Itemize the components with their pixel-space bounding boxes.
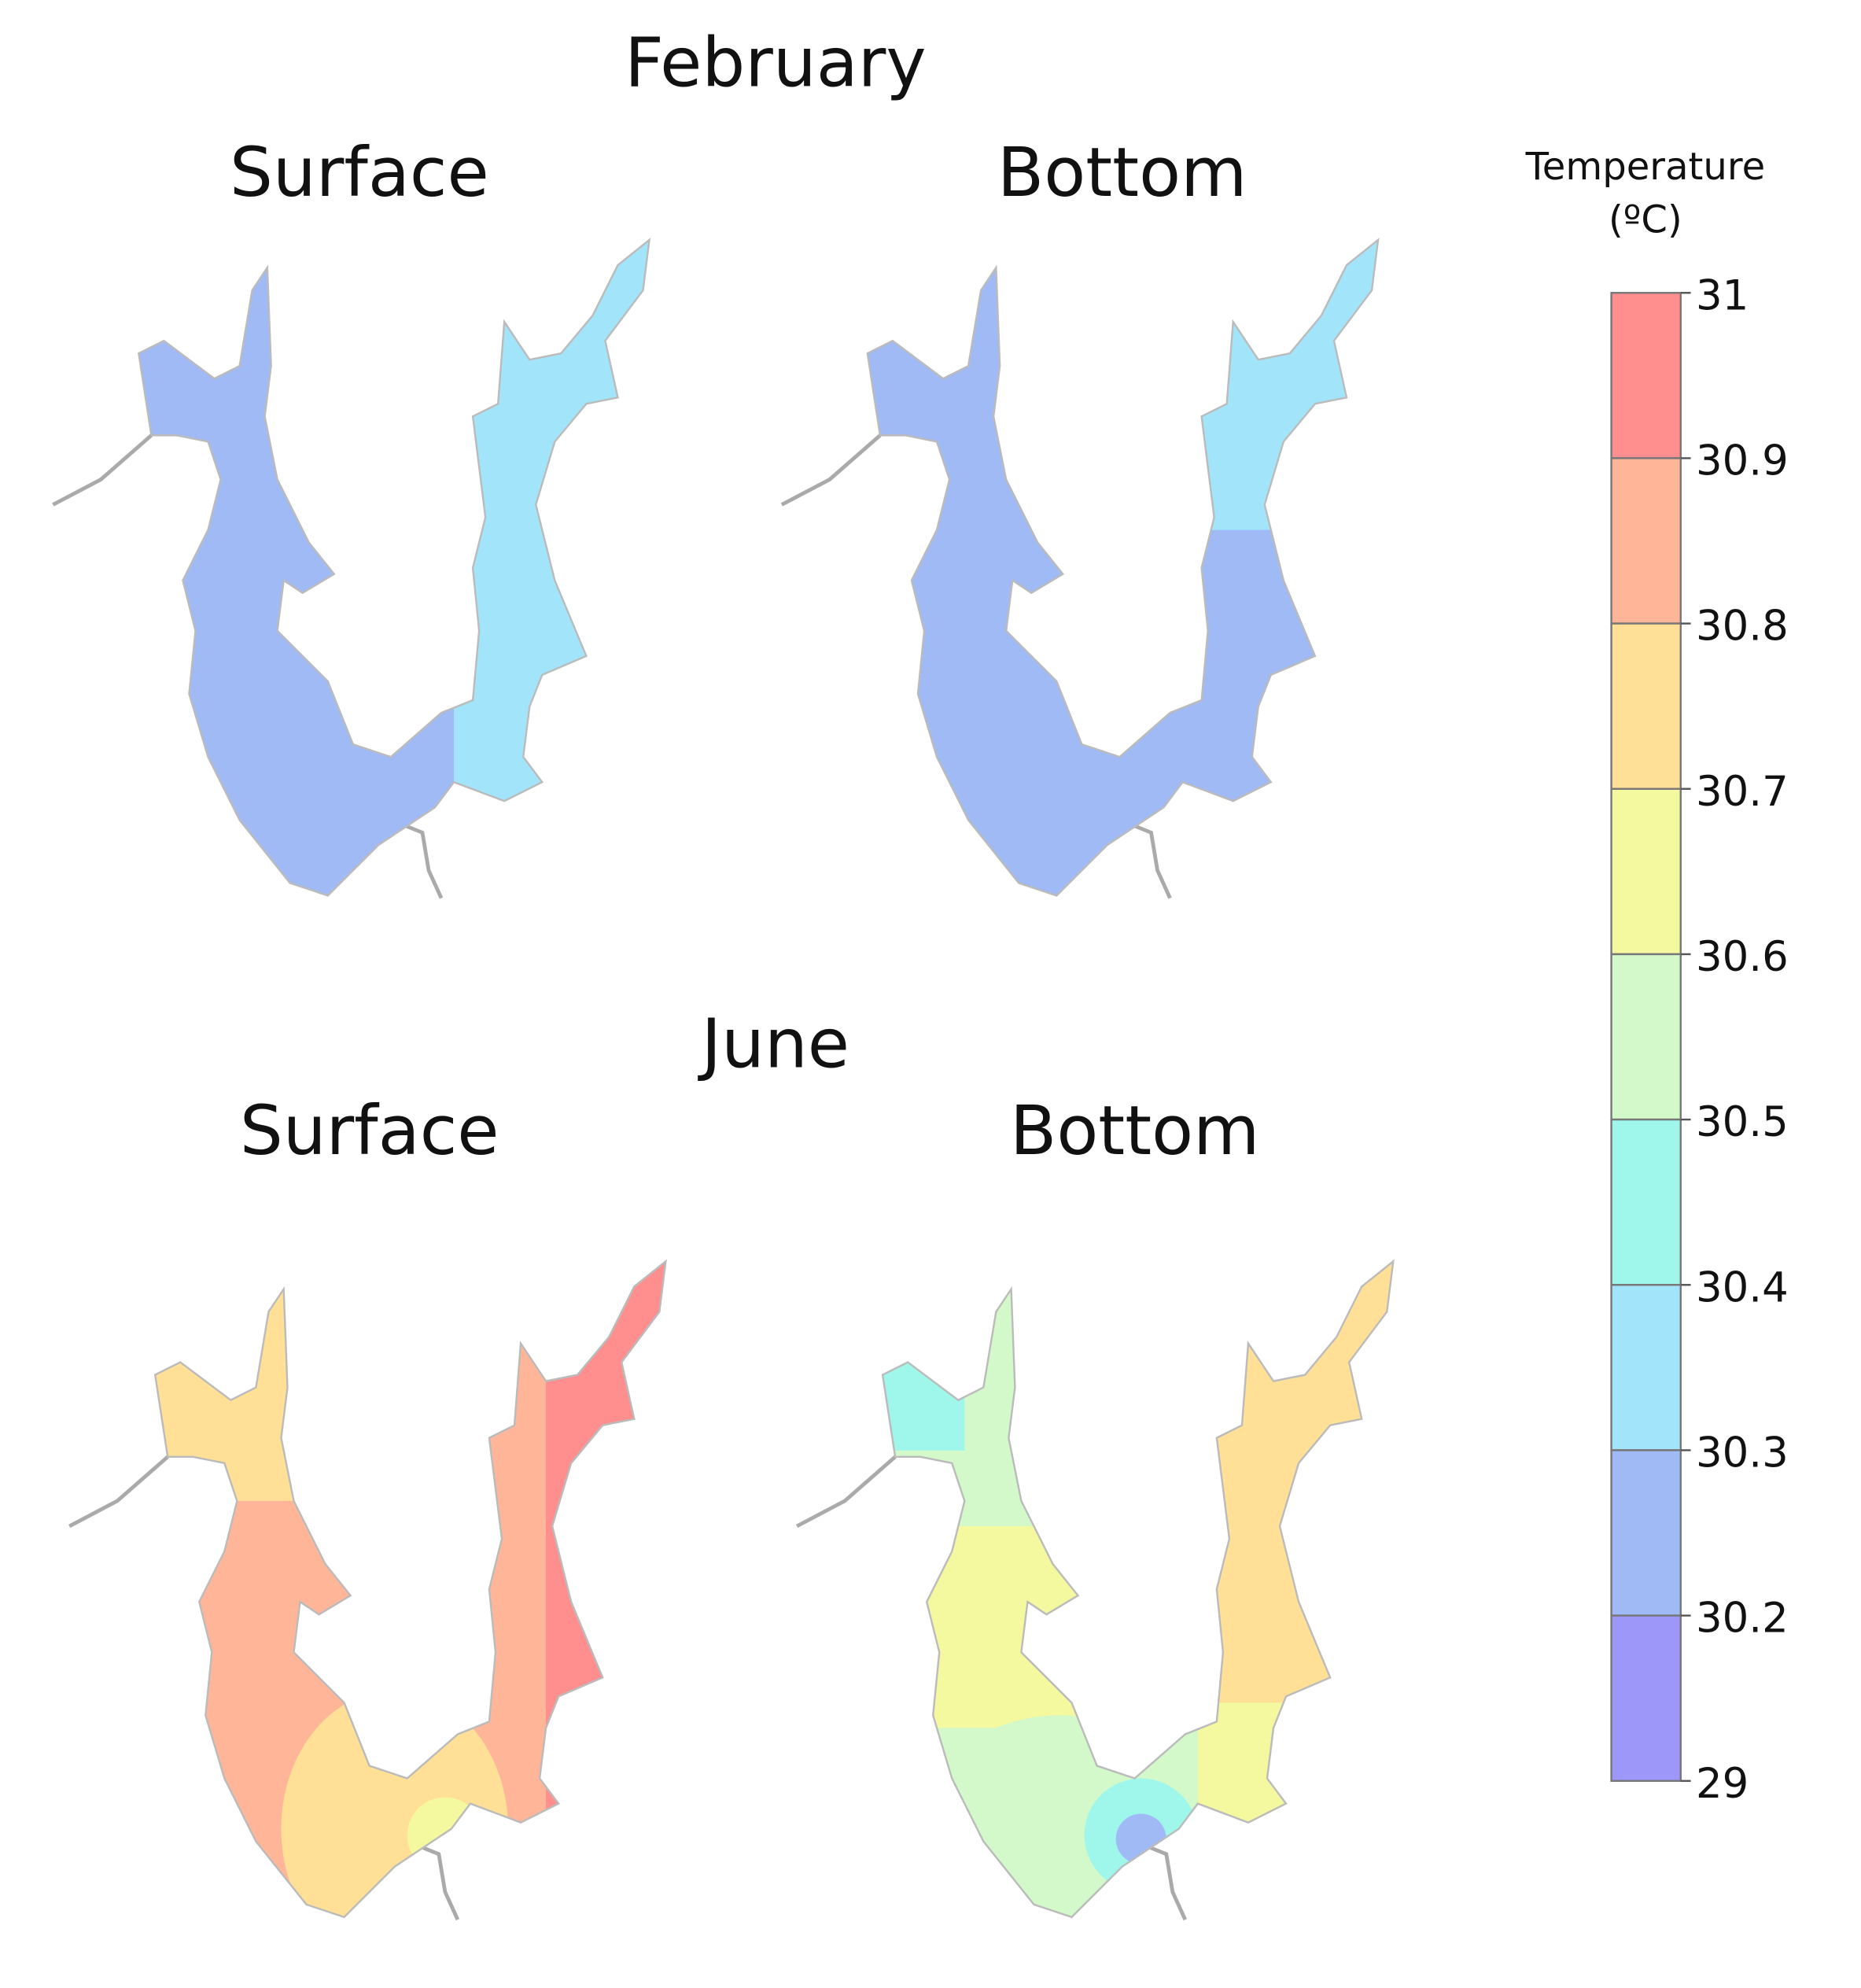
zone: [1197, 1690, 1394, 1917]
colorbar-bin: [1610, 292, 1682, 459]
colorbar-bin: [1610, 1449, 1682, 1617]
zone: [281, 1690, 509, 1917]
colorbar-label: 30.4: [1696, 1263, 1789, 1311]
panel-title: Bottom: [1010, 1092, 1259, 1171]
panel-title: Bottom: [997, 134, 1247, 212]
colorbar-label: 30.7: [1696, 768, 1789, 816]
legend-unit: (ºC): [1609, 197, 1682, 242]
month-title: February: [625, 24, 927, 102]
colorbar: 31 30.9 30.8 30.7 30.6 30.5 30.4 30.3 30.2 29: [1610, 271, 1789, 1808]
colorbar-label: 30.3: [1696, 1429, 1789, 1477]
zone: [407, 1797, 483, 1873]
zone: [546, 1261, 666, 1917]
month-title: June: [698, 1005, 849, 1083]
colorbar-bin: [1610, 457, 1682, 625]
colorbar-label: 30.8: [1696, 603, 1789, 651]
zone: [883, 1525, 1223, 1728]
legend-title: Temperature: [1525, 145, 1766, 189]
colorbar-bin: [1610, 622, 1682, 790]
panel-title: Surface: [230, 134, 489, 212]
colorbar-label: 30.6: [1696, 933, 1789, 981]
zone: [883, 1261, 965, 1451]
colorbar-label: 31: [1696, 271, 1749, 319]
colorbar-label: 30.2: [1696, 1595, 1789, 1643]
colorbar-label: 29: [1696, 1760, 1749, 1808]
colorbar-bin: [1610, 953, 1682, 1121]
panel-title: Surface: [240, 1092, 499, 1171]
colorbar-label: 30.9: [1696, 437, 1789, 485]
zone: [1115, 1813, 1166, 1864]
river: [780, 433, 882, 507]
river: [52, 433, 153, 507]
zone: [454, 239, 650, 896]
colorbar-label: 30.5: [1696, 1098, 1789, 1146]
colorbar-bin: [1610, 1284, 1682, 1451]
zone: [1182, 239, 1379, 530]
river: [68, 1455, 169, 1529]
colorbar-bin: [1610, 1118, 1682, 1286]
river: [795, 1455, 897, 1529]
colorbar-bin: [1610, 787, 1682, 956]
colorbar-bin: [1610, 1614, 1682, 1782]
